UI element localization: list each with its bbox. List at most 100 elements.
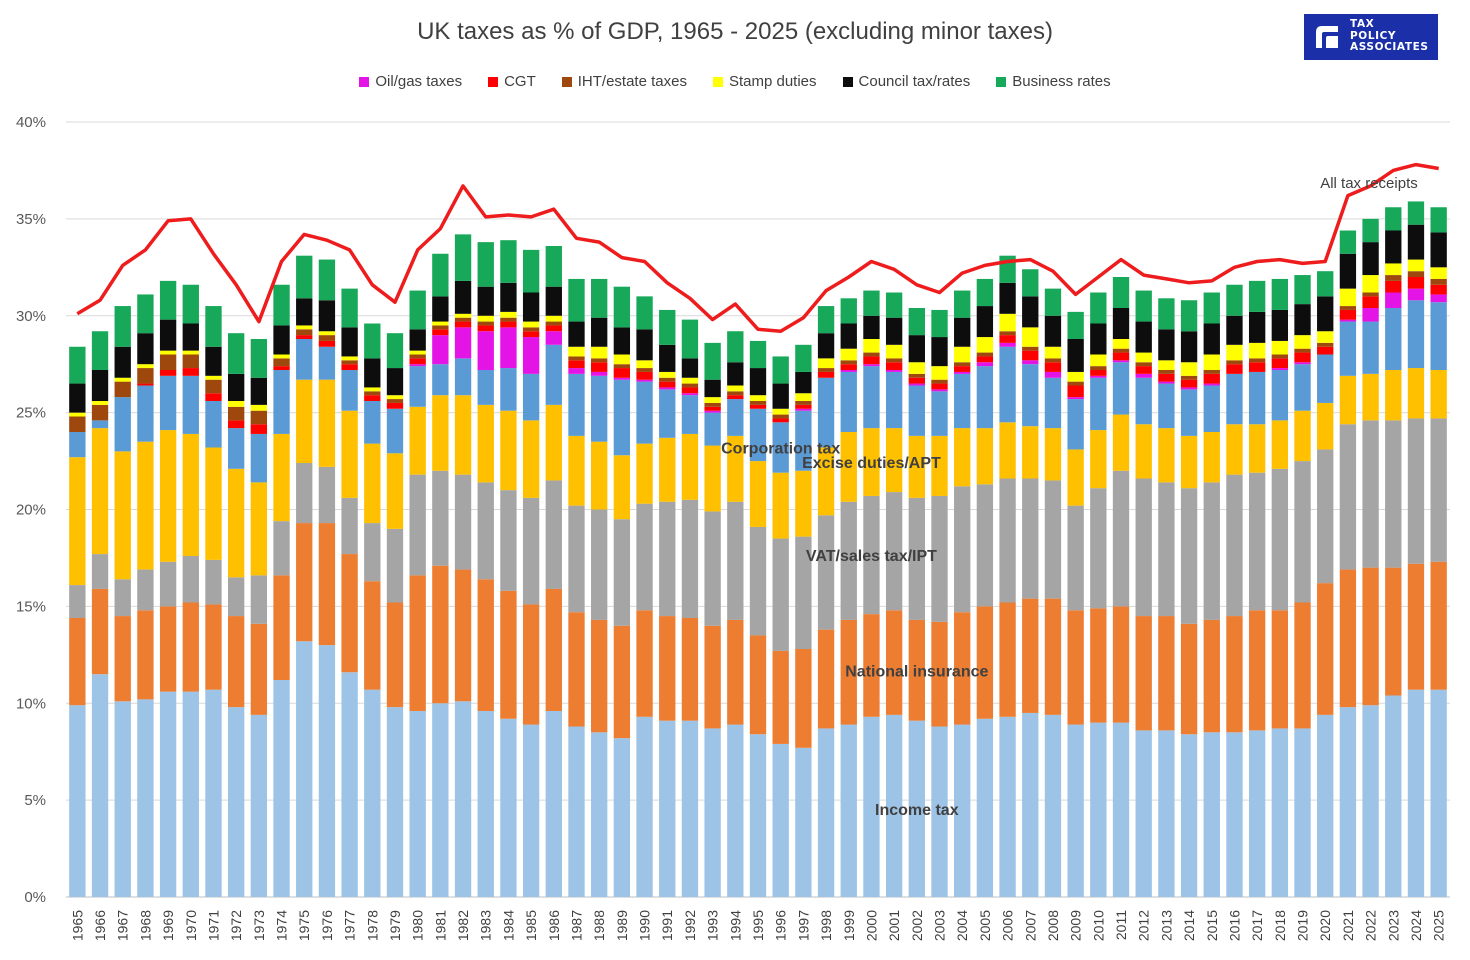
bar-segment <box>1271 468 1289 611</box>
bar-segment <box>1180 331 1198 363</box>
bar-segment <box>727 619 744 725</box>
bar-segment <box>114 701 131 897</box>
bar-segment <box>477 286 494 316</box>
bar-segment <box>114 377 131 382</box>
bar-segment <box>817 333 835 359</box>
bar-segment <box>454 313 472 318</box>
bar-segment <box>976 306 994 338</box>
bar-segment <box>1180 435 1198 489</box>
bar-segment <box>1090 377 1107 431</box>
bar-segment <box>795 371 812 394</box>
bar-segment <box>795 536 812 649</box>
bar-segment <box>931 621 948 727</box>
x-tick-label: 1986 <box>546 910 562 941</box>
bar-segment <box>409 711 426 897</box>
bar-segment <box>250 433 268 483</box>
bar-segment <box>1203 323 1220 355</box>
x-tick-label: 2005 <box>977 910 993 941</box>
all-tax-receipts-line <box>76 162 1439 334</box>
x-tick-label: 2019 <box>1295 910 1311 941</box>
bar-segment <box>522 724 540 897</box>
bar-segment <box>636 716 653 897</box>
bar-segment <box>817 371 835 378</box>
bar-segment <box>409 354 426 359</box>
x-tick-label: 1988 <box>591 910 607 941</box>
bar-segment <box>954 612 971 725</box>
bar-segment <box>159 370 177 376</box>
bar-segment <box>1044 377 1062 429</box>
y-tick-label: 30% <box>16 308 46 325</box>
bar-segment <box>364 358 381 388</box>
bar-segment <box>182 691 199 897</box>
bar-segment <box>568 726 585 897</box>
bar-segment <box>1339 707 1357 897</box>
bar-segment <box>795 410 812 471</box>
bar-segment <box>364 443 381 524</box>
bar-segment <box>1271 368 1289 370</box>
bar-segment <box>227 373 245 401</box>
bar-segment <box>227 428 245 469</box>
bar-segment <box>1248 362 1266 372</box>
bar-segment <box>1158 370 1175 374</box>
x-tick-label: 1976 <box>319 910 335 941</box>
bar-segment <box>500 327 517 369</box>
x-tick-label: 2016 <box>1226 910 1242 941</box>
bar-segment <box>69 618 86 706</box>
bar-segment <box>749 368 767 396</box>
x-tick-label: 2012 <box>1136 910 1152 941</box>
bar-segment <box>704 410 721 413</box>
bar-segment <box>885 358 903 363</box>
bar-segment <box>432 703 449 897</box>
bar-segment <box>749 461 767 527</box>
bar-segment <box>1180 623 1198 735</box>
series-inline-label: Corporation tax <box>721 441 840 458</box>
bar-segment <box>409 364 426 367</box>
bar-segment <box>659 616 676 721</box>
bar-segment <box>1226 373 1243 425</box>
bar-segment <box>1385 370 1402 421</box>
bar-segment <box>704 412 721 446</box>
bar-segment <box>386 395 404 400</box>
bar-segment <box>1362 308 1379 322</box>
x-tick-label: 1968 <box>137 910 153 941</box>
bar-segment <box>454 701 472 897</box>
bar-segment <box>296 339 313 380</box>
bar-segment <box>1135 321 1152 353</box>
bar-segment <box>500 282 517 312</box>
bar-segment <box>522 249 540 293</box>
bar-segment <box>885 292 903 318</box>
bar-segment <box>205 393 222 401</box>
bar-segment <box>69 705 86 897</box>
bar-segment <box>704 625 721 729</box>
bar-segment <box>1067 610 1084 725</box>
bar-segment <box>69 585 86 618</box>
bar-segment <box>1385 207 1402 231</box>
bar-segment <box>227 333 245 374</box>
bar-segment <box>817 377 835 448</box>
bar-segment <box>659 501 676 617</box>
bar-segment <box>273 575 290 680</box>
bar-segment <box>1203 482 1220 620</box>
bar-segment <box>591 371 608 376</box>
bar-segment <box>364 395 381 401</box>
x-tick-label: 2023 <box>1385 910 1401 941</box>
bar-segment <box>1362 373 1379 421</box>
x-tick-label: 1993 <box>705 910 721 941</box>
bar-segment <box>432 335 449 365</box>
x-tick-label: 2010 <box>1090 910 1106 941</box>
line-annotation: All tax receipts <box>1320 175 1418 192</box>
bar-segment <box>1248 342 1266 359</box>
bar-segment <box>1339 288 1357 307</box>
bar-segment <box>681 618 699 721</box>
legend-item: IHT/estate taxes <box>561 73 687 90</box>
x-tick-label: 2011 <box>1113 910 1129 940</box>
bar-segment <box>613 519 631 626</box>
bar-segment <box>1226 284 1243 316</box>
bar-segment <box>159 375 177 431</box>
bar-segment <box>1294 602 1311 729</box>
bar-segment <box>1226 360 1243 365</box>
bar-segment <box>1407 418 1425 564</box>
bar-segment <box>1362 420 1379 568</box>
bar-segment <box>364 523 381 582</box>
bar-segment <box>727 435 744 502</box>
